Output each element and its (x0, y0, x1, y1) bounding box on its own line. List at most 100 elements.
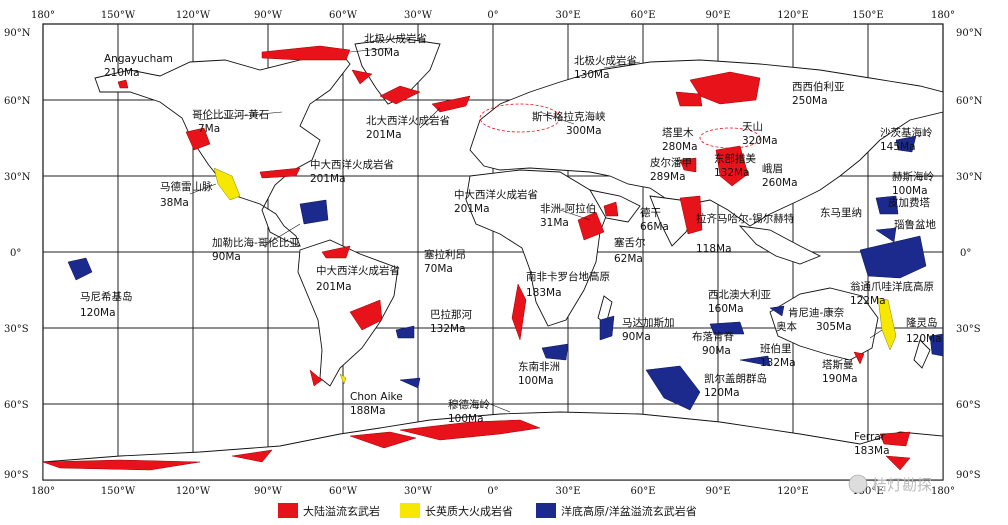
lon-tick: 150°W (101, 10, 136, 21)
legend-swatch-oceanic (536, 503, 556, 518)
lip-name: 非洲-阿拉伯 (540, 202, 596, 215)
lon-tick: 180° (931, 486, 955, 497)
lip-name: 峨眉 (762, 163, 783, 175)
lip-name: 东部措美 (714, 152, 756, 165)
lip-age: 183Ma (526, 287, 562, 299)
lon-tick: 120°W (176, 486, 211, 497)
lon-tick: 60°W (329, 486, 358, 497)
legend-swatch-silicic (400, 503, 420, 518)
lip-name: 隆灵岛 (906, 316, 938, 329)
lip-age: 122Ma (850, 295, 886, 307)
lip-name: 凯尔盖朗群岛 (704, 372, 767, 385)
lon-tick: 120°E (777, 10, 808, 21)
lip-name: 瑙鲁盆地 (894, 218, 936, 231)
lon-tick: 30°W (404, 10, 433, 21)
lon-tick: 60°E (630, 486, 655, 497)
lip-name: 斯卡格拉克海峡 (532, 110, 606, 123)
lip-name: 马德雷山脉 (160, 180, 213, 193)
coastlines (42, 37, 944, 481)
lip-name: 奥本 (776, 320, 797, 333)
lip-name: 天山 (742, 121, 763, 133)
lip-age: 120Ma (906, 333, 942, 345)
lon-tick: 90°E (705, 486, 730, 497)
africa-outline (465, 169, 611, 327)
lip-age: 210Ma (104, 67, 140, 79)
lip-age: 120Ma (704, 387, 740, 399)
lip-age: 320Ma (742, 135, 778, 147)
lip-age: 280Ma (662, 141, 698, 153)
lip-name: 马尼希基岛 (80, 290, 133, 303)
lon-tick: 120°E (777, 486, 808, 497)
lip-name: Ferrar (854, 431, 886, 443)
lip-name: 中大西洋火成岩省 (316, 264, 400, 277)
lon-tick: 90°W (254, 10, 283, 21)
lip-outlines-dashed (479, 103, 761, 149)
lip-name: 沙茨基海岭 (880, 126, 933, 139)
leader-lines (189, 47, 883, 413)
lip-name: 北大西洋火成岩省 (366, 114, 450, 127)
lip-age: 201Ma (310, 173, 346, 185)
lip-labels: Angayucham 210Ma 北极火成岩省 130Ma 北极火成岩省 130… (80, 32, 942, 457)
wechat-icon (848, 474, 868, 494)
lip-age: 250Ma (792, 95, 828, 107)
lon-tick: 30°E (555, 486, 580, 497)
lip-name: 北极火成岩省 (574, 54, 637, 67)
south-america-outline (297, 239, 399, 387)
lon-tick: 30°E (555, 10, 580, 21)
lip-name: 南非卡罗台地高原 (526, 270, 610, 283)
lip-name: 中大西洋火成岩省 (310, 158, 394, 171)
lip-age: 118Ma (696, 243, 732, 255)
lon-tick: 0° (487, 10, 498, 21)
lip-age: 100Ma (448, 413, 484, 425)
lat-tick: 30°N (956, 172, 983, 183)
lip-age: 90Ma (622, 331, 651, 343)
lip-name: 塞拉利昂 (424, 248, 466, 261)
lon-tick: 180° (31, 10, 55, 21)
lip-age: 183Ma (854, 445, 890, 457)
lat-tick: 90°S (4, 470, 29, 481)
lip-age: 38Ma (160, 197, 189, 209)
lip-age: 300Ma (566, 125, 602, 137)
lat-tick: 0° (960, 248, 971, 259)
lip-age: 100Ma (518, 375, 554, 387)
lip-name: 巴拉那河 (430, 308, 472, 321)
lip-name: 布落肯脊 (692, 330, 734, 343)
lip-age: 132Ma (760, 357, 796, 369)
lip-name: 皮尔潘甲 (650, 156, 692, 169)
lon-tick: 0° (487, 486, 498, 497)
bottom-lon-ticks: 180° 150°W 120°W 90°W 60°W 30°W 0° 30°E … (31, 486, 955, 497)
lat-tick: 30°S (956, 324, 981, 335)
lon-tick: 180° (31, 486, 55, 497)
lat-tick: 60°S (4, 400, 29, 411)
lat-tick: 60°N (956, 96, 983, 107)
legend-swatch-flood (278, 503, 298, 518)
lat-tick: 0° (10, 248, 21, 259)
lon-tick: 90°E (705, 10, 730, 21)
lip-name: 肯尼迪-康奈 (788, 306, 845, 319)
lip-age: 90Ma (212, 251, 241, 263)
lip-name: 塔斯曼 (822, 358, 854, 371)
lip-age: 145Ma (880, 141, 916, 153)
lip-name: 东马里纳 (820, 206, 862, 219)
antarctica-outline (42, 411, 944, 481)
lip-name: Chon Aike (350, 391, 403, 403)
continental-flood-basalts (42, 45, 911, 471)
lip-age: 66Ma (640, 221, 669, 233)
right-lat-ticks: 90°N 60°N 30°N 0° 30°S 60°S 90°S (956, 28, 983, 481)
lon-tick: 60°E (630, 10, 655, 21)
lip-age: 190Ma (822, 373, 858, 385)
lip-name: 中大西洋火成岩省 (454, 188, 538, 201)
lon-tick: 150°E (852, 486, 883, 497)
lip-name: 穆德海岭 (448, 398, 490, 411)
left-lat-ticks: 90°N 60°N 30°N 0° 30°S 60°S 90°S (4, 28, 31, 481)
new-zealand-outline (913, 339, 931, 369)
lat-tick: 30°N (4, 172, 31, 183)
southeast-asia-outline (738, 225, 822, 265)
legend-label-silicic: 长英质大火成岩省 (425, 504, 513, 518)
lip-age: 201Ma (366, 129, 402, 141)
lat-tick: 30°S (4, 324, 29, 335)
lon-tick: 120°W (176, 10, 211, 21)
lon-tick: 150°E (852, 10, 883, 21)
lip-age: 260Ma (762, 177, 798, 189)
lat-tick: 90°N (956, 28, 983, 39)
